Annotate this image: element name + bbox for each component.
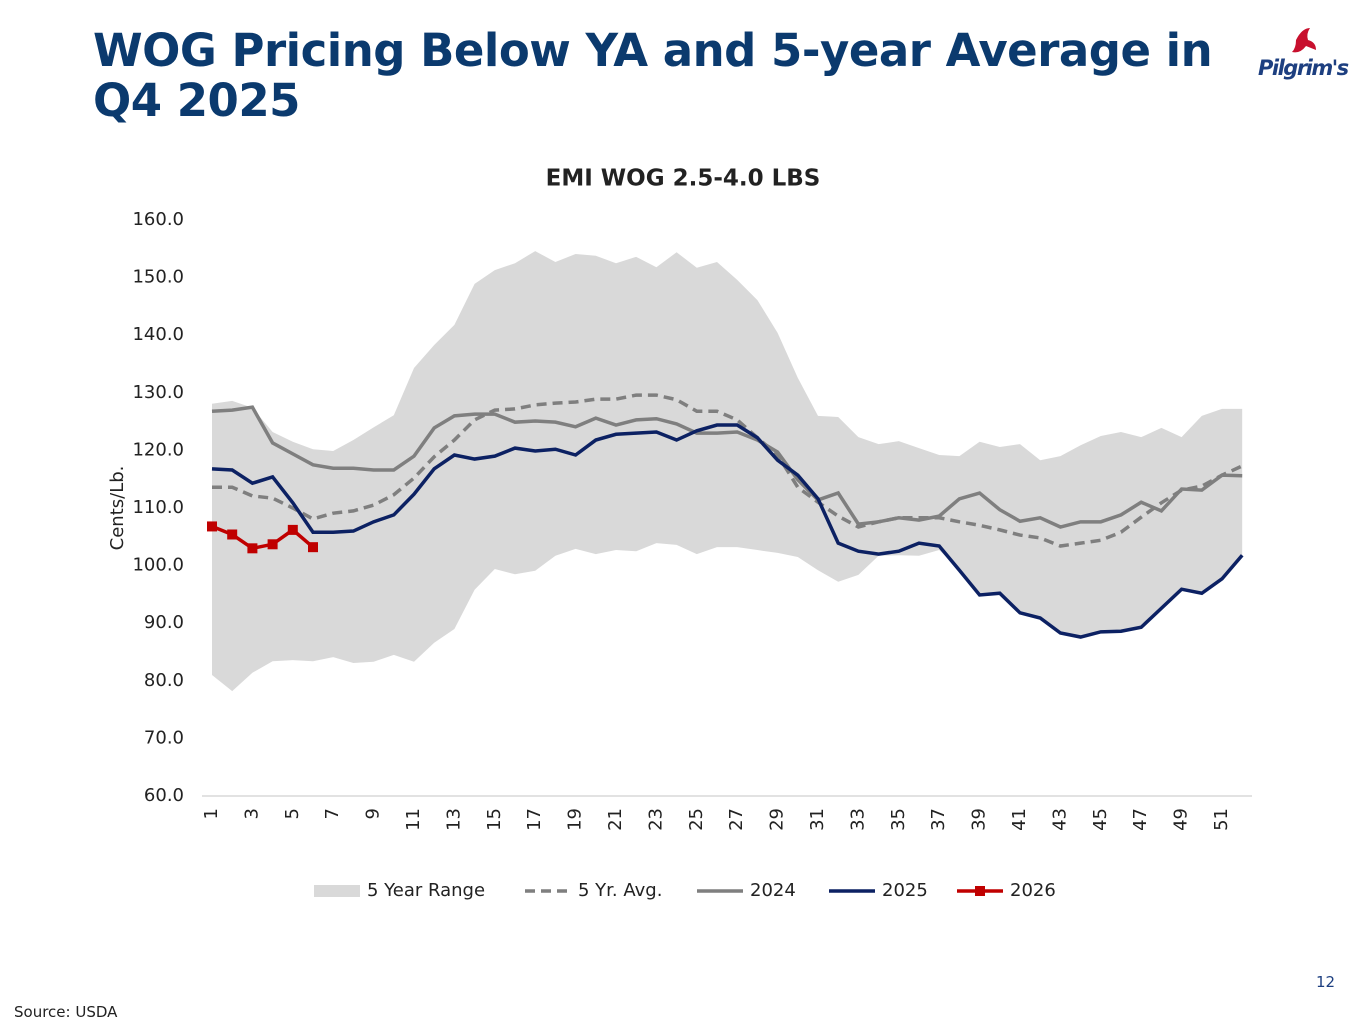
marker — [308, 542, 318, 553]
x-tick-label: 29 — [767, 808, 788, 831]
page-number: 12 — [1316, 973, 1336, 991]
series-line — [212, 393, 1243, 548]
x-tick-label: 41 — [1009, 808, 1030, 831]
x-tick-label: 13 — [443, 808, 464, 831]
x-tick-label: 11 — [403, 808, 424, 831]
y-tick-label: 70.0 — [144, 727, 184, 748]
marker — [267, 539, 278, 550]
y-tick-label: 130.0 — [132, 382, 184, 403]
x-tick-label: 31 — [807, 808, 828, 831]
logo-icon — [1292, 28, 1316, 53]
legend-label: 5 Year Range — [367, 880, 485, 901]
legend-label: 2026 — [1010, 880, 1056, 901]
y-tick-label: 120.0 — [132, 439, 184, 460]
y-tick-label: 140.0 — [132, 324, 184, 345]
x-tick-label: 47 — [1130, 808, 1151, 831]
marker — [247, 543, 258, 554]
legend-label: 2024 — [750, 880, 796, 901]
marker — [227, 529, 238, 540]
chart-title: EMI WOG 2.5-4.0 LBS — [546, 166, 821, 192]
x-tick-label: 37 — [928, 808, 949, 831]
x-tick-label: 45 — [1090, 808, 1111, 831]
slide-title: WOG Pricing Below YA and 5-year Average … — [93, 24, 1213, 127]
legend-marker — [975, 886, 985, 896]
x-tick-label: 1 — [201, 808, 222, 819]
x-tick-label: 5 — [282, 808, 303, 819]
range-band — [212, 251, 1243, 692]
x-tick-label: 21 — [605, 808, 626, 831]
y-tick-label: 80.0 — [144, 670, 184, 691]
series-line — [211, 405, 1243, 529]
legend-label: 2025 — [882, 880, 928, 901]
x-tick-label: 15 — [484, 808, 505, 831]
x-tick-label: 35 — [888, 808, 909, 831]
x-tick-label: 17 — [524, 808, 545, 831]
legend-label: 5 Yr. Avg. — [578, 880, 662, 901]
y-tick-label: 110.0 — [132, 497, 184, 518]
logo: Pilgrim's — [1258, 56, 1349, 80]
y-axis-label: Cents/Lb. — [107, 466, 128, 551]
x-tick-label: 3 — [241, 808, 262, 819]
x-tick-label: 27 — [726, 808, 747, 831]
x-tick-label: 25 — [686, 808, 707, 831]
x-tick-label: 43 — [1049, 808, 1070, 831]
y-tick-label: 90.0 — [144, 612, 184, 633]
x-tick-label: 49 — [1171, 808, 1192, 831]
x-tick-label: 7 — [322, 808, 343, 819]
source: Source: USDA — [14, 1003, 118, 1021]
x-tick-label: 9 — [363, 808, 384, 819]
y-tick-label: 60.0 — [144, 785, 184, 806]
x-tick-label: 39 — [969, 808, 990, 831]
x-tick-label: 19 — [565, 808, 586, 831]
series-line — [211, 423, 1244, 639]
y-tick-label: 100.0 — [132, 555, 184, 576]
x-tick-label: 33 — [847, 808, 868, 831]
marker — [287, 524, 298, 535]
x-tick-label: 51 — [1211, 808, 1232, 831]
y-tick-label: 150.0 — [132, 267, 184, 288]
legend-swatch — [314, 885, 360, 897]
marker — [207, 521, 217, 532]
x-tick-label: 23 — [645, 808, 666, 831]
y-tick-label: 160.0 — [132, 209, 184, 230]
